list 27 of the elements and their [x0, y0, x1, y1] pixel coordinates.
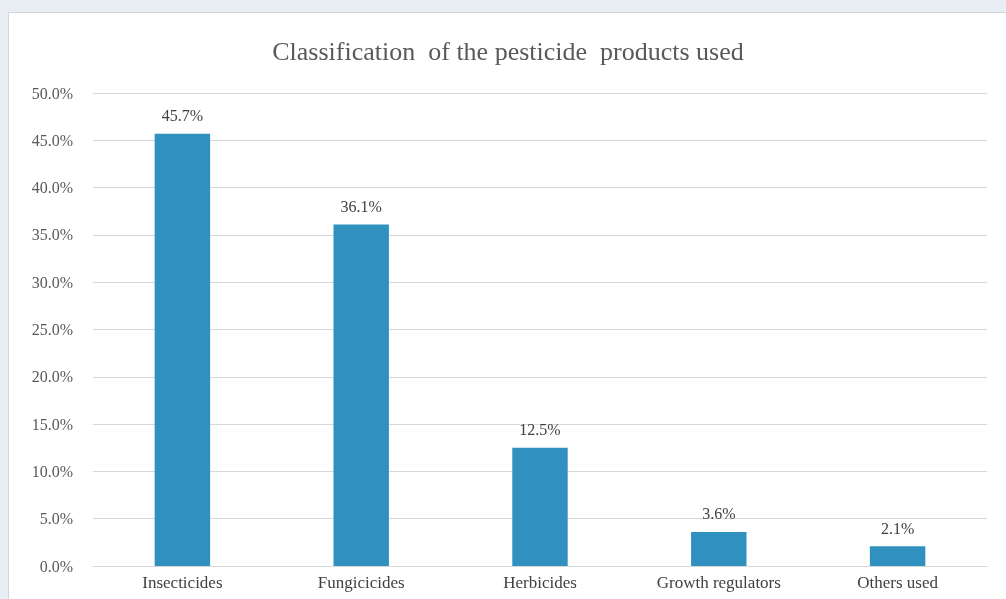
chart-title: Classification of the pesticide products used — [272, 36, 744, 66]
y-tick-label: 10.0% — [31, 462, 73, 480]
data-label: 45.7% — [161, 107, 204, 125]
y-tick-label: 5.0% — [39, 510, 73, 528]
y-tick-label: 0.0% — [39, 557, 73, 575]
bar — [154, 133, 211, 566]
y-tick-label: 40.0% — [31, 179, 73, 197]
x-tick-label: Fungicicides — [317, 573, 405, 592]
x-tick-label: Insecticides — [142, 573, 223, 592]
data-label: 36.1% — [340, 197, 382, 215]
bar — [869, 546, 926, 566]
y-tick-label: 30.0% — [31, 273, 73, 291]
y-tick-label: 15.0% — [31, 415, 73, 433]
x-tick-label: Growth regulators — [656, 573, 781, 592]
x-tick-label: Others used — [857, 573, 939, 592]
x-tick-label: Herbicides — [503, 573, 577, 592]
data-label: 12.5% — [519, 421, 561, 439]
y-tick-label: 35.0% — [31, 226, 73, 244]
bar — [333, 224, 389, 566]
bar — [691, 531, 747, 566]
y-tick-label: 25.0% — [31, 321, 73, 338]
y-tick-label: 50.0% — [31, 84, 73, 102]
y-tick-label: 20.0% — [31, 368, 73, 386]
y-tick-label: 45.0% — [31, 131, 73, 149]
data-label: 2.1% — [880, 519, 915, 537]
data-label: 3.6% — [702, 505, 736, 523]
bar — [512, 447, 568, 566]
